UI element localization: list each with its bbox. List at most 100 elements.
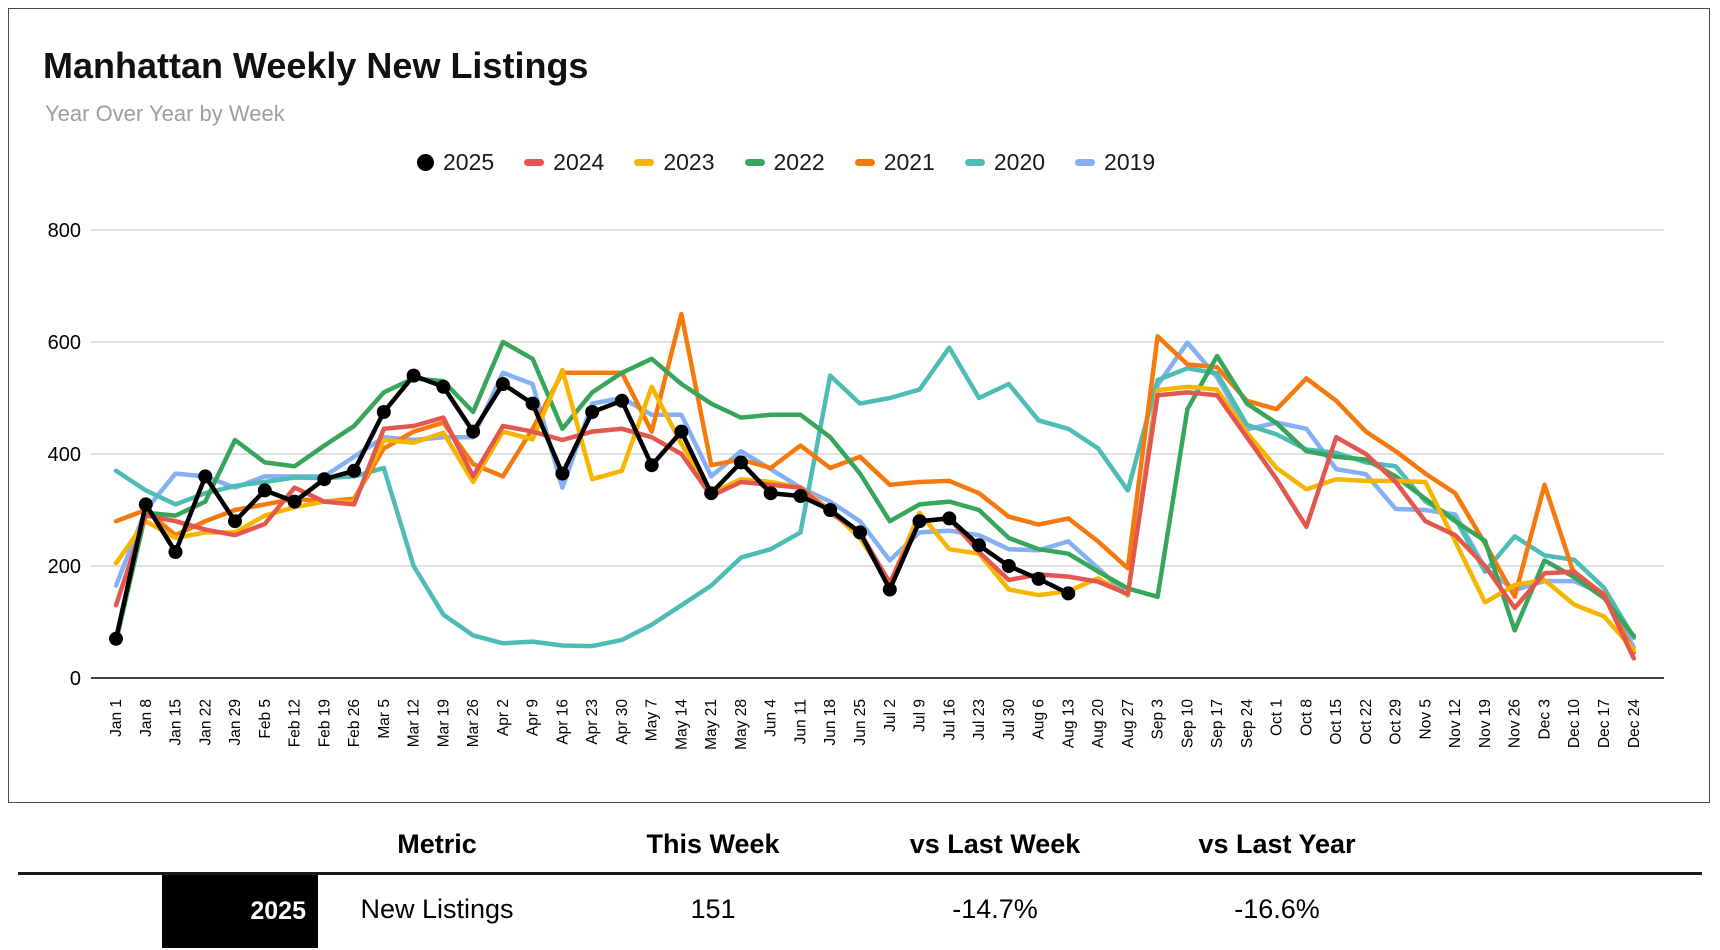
data-point-2025 xyxy=(168,545,183,559)
data-point-2025 xyxy=(525,396,540,411)
x-tick: Nov 5 xyxy=(1417,699,1434,740)
year-badge: 2025 xyxy=(162,875,318,948)
data-point-2025 xyxy=(585,405,600,419)
data-point-2025 xyxy=(942,511,957,526)
y-tick-200: 200 xyxy=(48,556,81,578)
x-tick: May 7 xyxy=(644,699,661,741)
x-tick: Mar 5 xyxy=(376,699,393,739)
data-point-2025 xyxy=(109,631,123,646)
legend-marker-2020 xyxy=(964,159,985,166)
x-tick: Oct 29 xyxy=(1388,699,1405,745)
data-point-2025 xyxy=(763,486,778,501)
x-tick: Nov 26 xyxy=(1507,699,1524,748)
x-tick: Jan 22 xyxy=(197,699,214,746)
x-tick: Jan 15 xyxy=(168,699,185,746)
x-tick: Sep 17 xyxy=(1209,699,1226,748)
data-point-2025 xyxy=(138,497,153,512)
x-tick: Sep 10 xyxy=(1179,699,1196,749)
cell-vs-last-year: -16.6% xyxy=(1234,894,1320,924)
x-tick: Mar 26 xyxy=(465,699,482,747)
data-point-2025 xyxy=(704,486,719,501)
legend-item-2021[interactable]: 2021 xyxy=(854,149,935,176)
data-point-2025 xyxy=(495,377,510,391)
x-tick: Sep 24 xyxy=(1239,699,1256,749)
legend-label-2019: 2019 xyxy=(1104,149,1156,175)
series-line-2019 xyxy=(113,340,1637,650)
cell-metric: New Listings xyxy=(360,894,514,924)
data-point-2025 xyxy=(466,424,481,439)
x-tick: Nov 19 xyxy=(1477,699,1494,748)
x-tick: Feb 5 xyxy=(257,699,274,739)
legend-item-2025[interactable]: 2025 xyxy=(417,149,494,176)
summary-table: Metric This Week vs Last Week vs Last Ye… xyxy=(0,803,1720,950)
y-tick-0: 0 xyxy=(70,668,81,690)
series-line-2022 xyxy=(113,339,1637,644)
x-tick: Jul 30 xyxy=(1001,699,1018,741)
x-tick: Aug 13 xyxy=(1060,699,1077,748)
x-tick: May 21 xyxy=(703,699,720,750)
legend-marker-2023 xyxy=(634,159,655,166)
data-point-2025 xyxy=(644,458,659,473)
x-tick: Feb 12 xyxy=(287,699,304,747)
x-tick: Dec 3 xyxy=(1537,699,1554,740)
data-point-2025 xyxy=(436,379,451,394)
legend-item-2020[interactable]: 2020 xyxy=(964,149,1045,176)
x-tick: Feb 26 xyxy=(346,699,363,747)
x-tick: May 28 xyxy=(733,699,750,750)
x-tick: Jun 11 xyxy=(793,699,810,744)
x-tick: Jul 2 xyxy=(882,699,899,732)
x-tick: Jun 25 xyxy=(852,699,869,746)
x-tick: Oct 1 xyxy=(1269,699,1286,736)
x-tick: Jul 23 xyxy=(971,699,988,740)
data-point-2025 xyxy=(614,393,629,408)
legend-item-2022[interactable]: 2022 xyxy=(744,149,825,176)
x-tick: Aug 20 xyxy=(1090,699,1107,749)
x-tick: Sep 3 xyxy=(1150,699,1167,740)
legend-item-2024[interactable]: 2024 xyxy=(524,149,604,176)
data-point-2025 xyxy=(823,503,838,517)
chart-card: Manhattan Weekly New Listings Year Over … xyxy=(8,8,1710,803)
cell-vs-last-week: -14.7% xyxy=(952,894,1038,924)
x-tick: Oct 15 xyxy=(1328,699,1345,745)
x-tick: Nov 12 xyxy=(1447,699,1464,748)
data-point-2025 xyxy=(674,424,689,439)
x-tick: Dec 10 xyxy=(1566,699,1583,748)
col-header-vs-last-year: vs Last Year xyxy=(1198,829,1356,859)
legend-marker-2025 xyxy=(417,154,434,171)
year-badge-label: 2025 xyxy=(250,897,306,925)
x-tick: Jan 1 xyxy=(108,699,125,737)
cell-this-week: 151 xyxy=(690,894,736,924)
x-tick: Apr 2 xyxy=(495,699,512,736)
data-point-2025 xyxy=(1001,559,1016,573)
x-tick: Jul 9 xyxy=(912,699,929,732)
x-tick: Dec 17 xyxy=(1596,699,1613,748)
y-tick-600: 600 xyxy=(48,332,81,354)
legend-marker-2021 xyxy=(854,159,875,166)
data-point-2025 xyxy=(793,489,808,503)
x-tick: Dec 24 xyxy=(1626,699,1643,748)
legend-item-2019[interactable]: 2019 xyxy=(1075,149,1155,176)
data-point-2025 xyxy=(972,538,986,553)
data-point-2025 xyxy=(228,514,242,529)
x-tick: Aug 6 xyxy=(1031,699,1048,740)
data-point-2025 xyxy=(287,494,302,509)
x-tick: Apr 16 xyxy=(554,699,571,745)
data-point-2025 xyxy=(257,483,272,498)
page-title: Manhattan Weekly New Listings xyxy=(43,45,589,86)
y-tick-800: 800 xyxy=(48,220,81,242)
legend-label-2024: 2024 xyxy=(553,149,605,175)
data-point-2025 xyxy=(317,472,332,487)
table-divider xyxy=(18,872,1702,875)
col-header-vs-last-week: vs Last Week xyxy=(909,829,1081,859)
x-tick: Jan 29 xyxy=(227,699,244,746)
data-point-2025 xyxy=(198,469,213,484)
data-point-2025 xyxy=(406,368,421,383)
data-point-2025 xyxy=(882,582,897,597)
data-point-2025 xyxy=(376,405,391,419)
data-point-2025 xyxy=(555,466,570,481)
x-tick: Mar 12 xyxy=(406,699,423,747)
col-header-this-week: This Week xyxy=(646,829,780,859)
x-tick: Oct 22 xyxy=(1358,699,1375,745)
legend-item-2023[interactable]: 2023 xyxy=(634,149,715,176)
